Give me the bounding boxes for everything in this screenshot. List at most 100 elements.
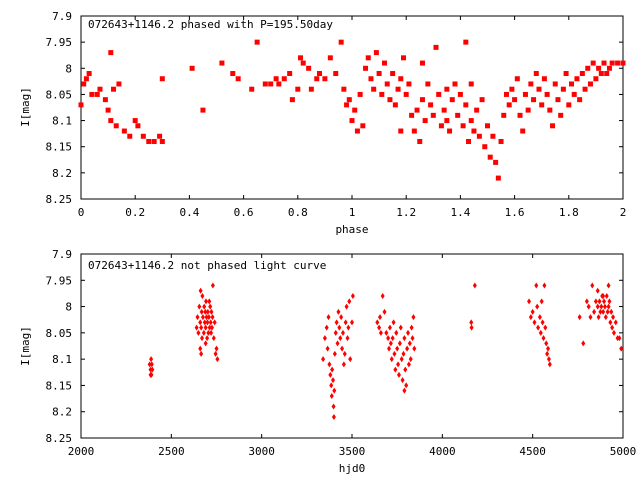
phased-data-point [235, 76, 241, 82]
unphased-data-point [328, 371, 333, 378]
unphased-data-point [324, 324, 329, 331]
unphased-data-point [602, 303, 607, 310]
phased-data-point [295, 86, 301, 92]
unphased-data-point [321, 356, 326, 363]
unphased-data-point [588, 314, 593, 321]
unphased-data-point [593, 298, 598, 305]
phased-data-point [322, 76, 328, 82]
unphased-data-point [391, 319, 396, 326]
unphased-data-point [537, 314, 542, 321]
phased-data-point [512, 97, 518, 103]
unphased-data-point [340, 329, 345, 336]
unphased-data-point [149, 361, 154, 368]
unphased-data-point [204, 298, 209, 305]
unphased-data-points [147, 282, 624, 420]
phased-data-point [593, 76, 599, 82]
phased-data-point [371, 86, 377, 92]
unphased-data-point [344, 303, 349, 310]
unphased-data-point [207, 298, 212, 305]
unphased-data-point [402, 387, 407, 394]
phased-data-point [438, 123, 444, 129]
phased-data-point [528, 81, 534, 87]
phased-data-point [254, 39, 260, 45]
unphased-data-point [617, 335, 622, 342]
unphased-data-point [332, 387, 337, 394]
phased-data-point [444, 118, 450, 124]
phased-ytick-label: 8.1 [52, 115, 72, 128]
phased-data-point [409, 112, 415, 118]
unphased-ylabel: I[mag] [19, 326, 32, 366]
phased-data-point [485, 123, 490, 129]
phased-data-point [422, 118, 428, 124]
phased-data-point [514, 76, 520, 82]
unphased-data-point [148, 371, 153, 378]
unphased-data-point [207, 324, 212, 331]
phased-data-point [111, 86, 117, 92]
unphased-data-point [601, 308, 606, 315]
unphased-data-point [332, 350, 337, 357]
unphased-data-point [205, 308, 210, 315]
phased-data-point [333, 71, 339, 77]
unphased-data-point [403, 366, 408, 373]
unphased-data-point [198, 287, 203, 294]
phased-data-point [398, 76, 404, 82]
phased-data-point [441, 107, 447, 113]
unphased-data-point [337, 324, 342, 331]
phased-data-points [78, 39, 626, 181]
phased-data-point [268, 81, 274, 87]
unphased-data-point [543, 324, 548, 331]
phased-data-point [189, 65, 195, 71]
unphased-data-point [209, 324, 214, 331]
unphased-data-point [345, 335, 350, 342]
unphased-data-point [206, 329, 211, 336]
phased-data-point [419, 60, 425, 66]
phased-data-point [428, 102, 434, 108]
phased-data-point [555, 97, 561, 103]
phased-data-point [533, 71, 539, 77]
unphased-data-point [400, 377, 405, 384]
phased-xtick-label: 0 [78, 206, 85, 219]
phased-data-point [539, 102, 545, 108]
unphased-xtick-label: 4500 [519, 445, 546, 458]
phased-data-point [522, 91, 528, 97]
phased-data-point [596, 65, 602, 71]
phased-data-point [262, 81, 268, 87]
phased-data-point [501, 112, 507, 118]
phased-data-point [498, 138, 504, 144]
phased-xtick-label: 1.2 [396, 206, 416, 219]
unphased-xtick-label: 2000 [68, 445, 95, 458]
phased-data-point [541, 76, 547, 82]
unphased-ytick-label: 8.1 [52, 353, 72, 366]
unphased-ytick-label: 7.95 [46, 274, 73, 287]
unphased-data-point [200, 335, 205, 342]
phased-data-point [560, 86, 566, 92]
phased-data-point [495, 175, 501, 181]
phased-data-point [566, 102, 572, 108]
unphased-data-point [590, 282, 595, 289]
phased-data-point [376, 71, 382, 77]
unphased-data-point [384, 329, 389, 336]
unphased-xtick-label: 2500 [158, 445, 185, 458]
unphased-data-point [331, 377, 336, 384]
unphased-data-point [399, 356, 404, 363]
unphased-data-point [206, 314, 211, 321]
phased-data-point [281, 76, 287, 82]
unphased-data-point [538, 329, 543, 336]
phased-data-point [425, 81, 431, 87]
phased-data-point [146, 138, 152, 144]
phased-plot-frame [80, 15, 624, 200]
unphased-data-point [149, 356, 154, 363]
unphased-data-point [350, 319, 354, 326]
phased-xtick-label: 0.2 [125, 206, 145, 219]
unphased-data-point [469, 324, 474, 331]
phased-data-point [83, 76, 89, 82]
unphased-data-point [398, 324, 403, 331]
phased-data-point [577, 97, 583, 103]
unphased-data-point [395, 345, 400, 352]
phased-data-point [127, 133, 133, 139]
phased-data-point [463, 39, 469, 45]
phased-ylabel: I[mag] [19, 87, 32, 127]
phased-data-point [382, 60, 388, 66]
phased-data-point [363, 65, 369, 71]
unphased-data-point [199, 350, 204, 357]
